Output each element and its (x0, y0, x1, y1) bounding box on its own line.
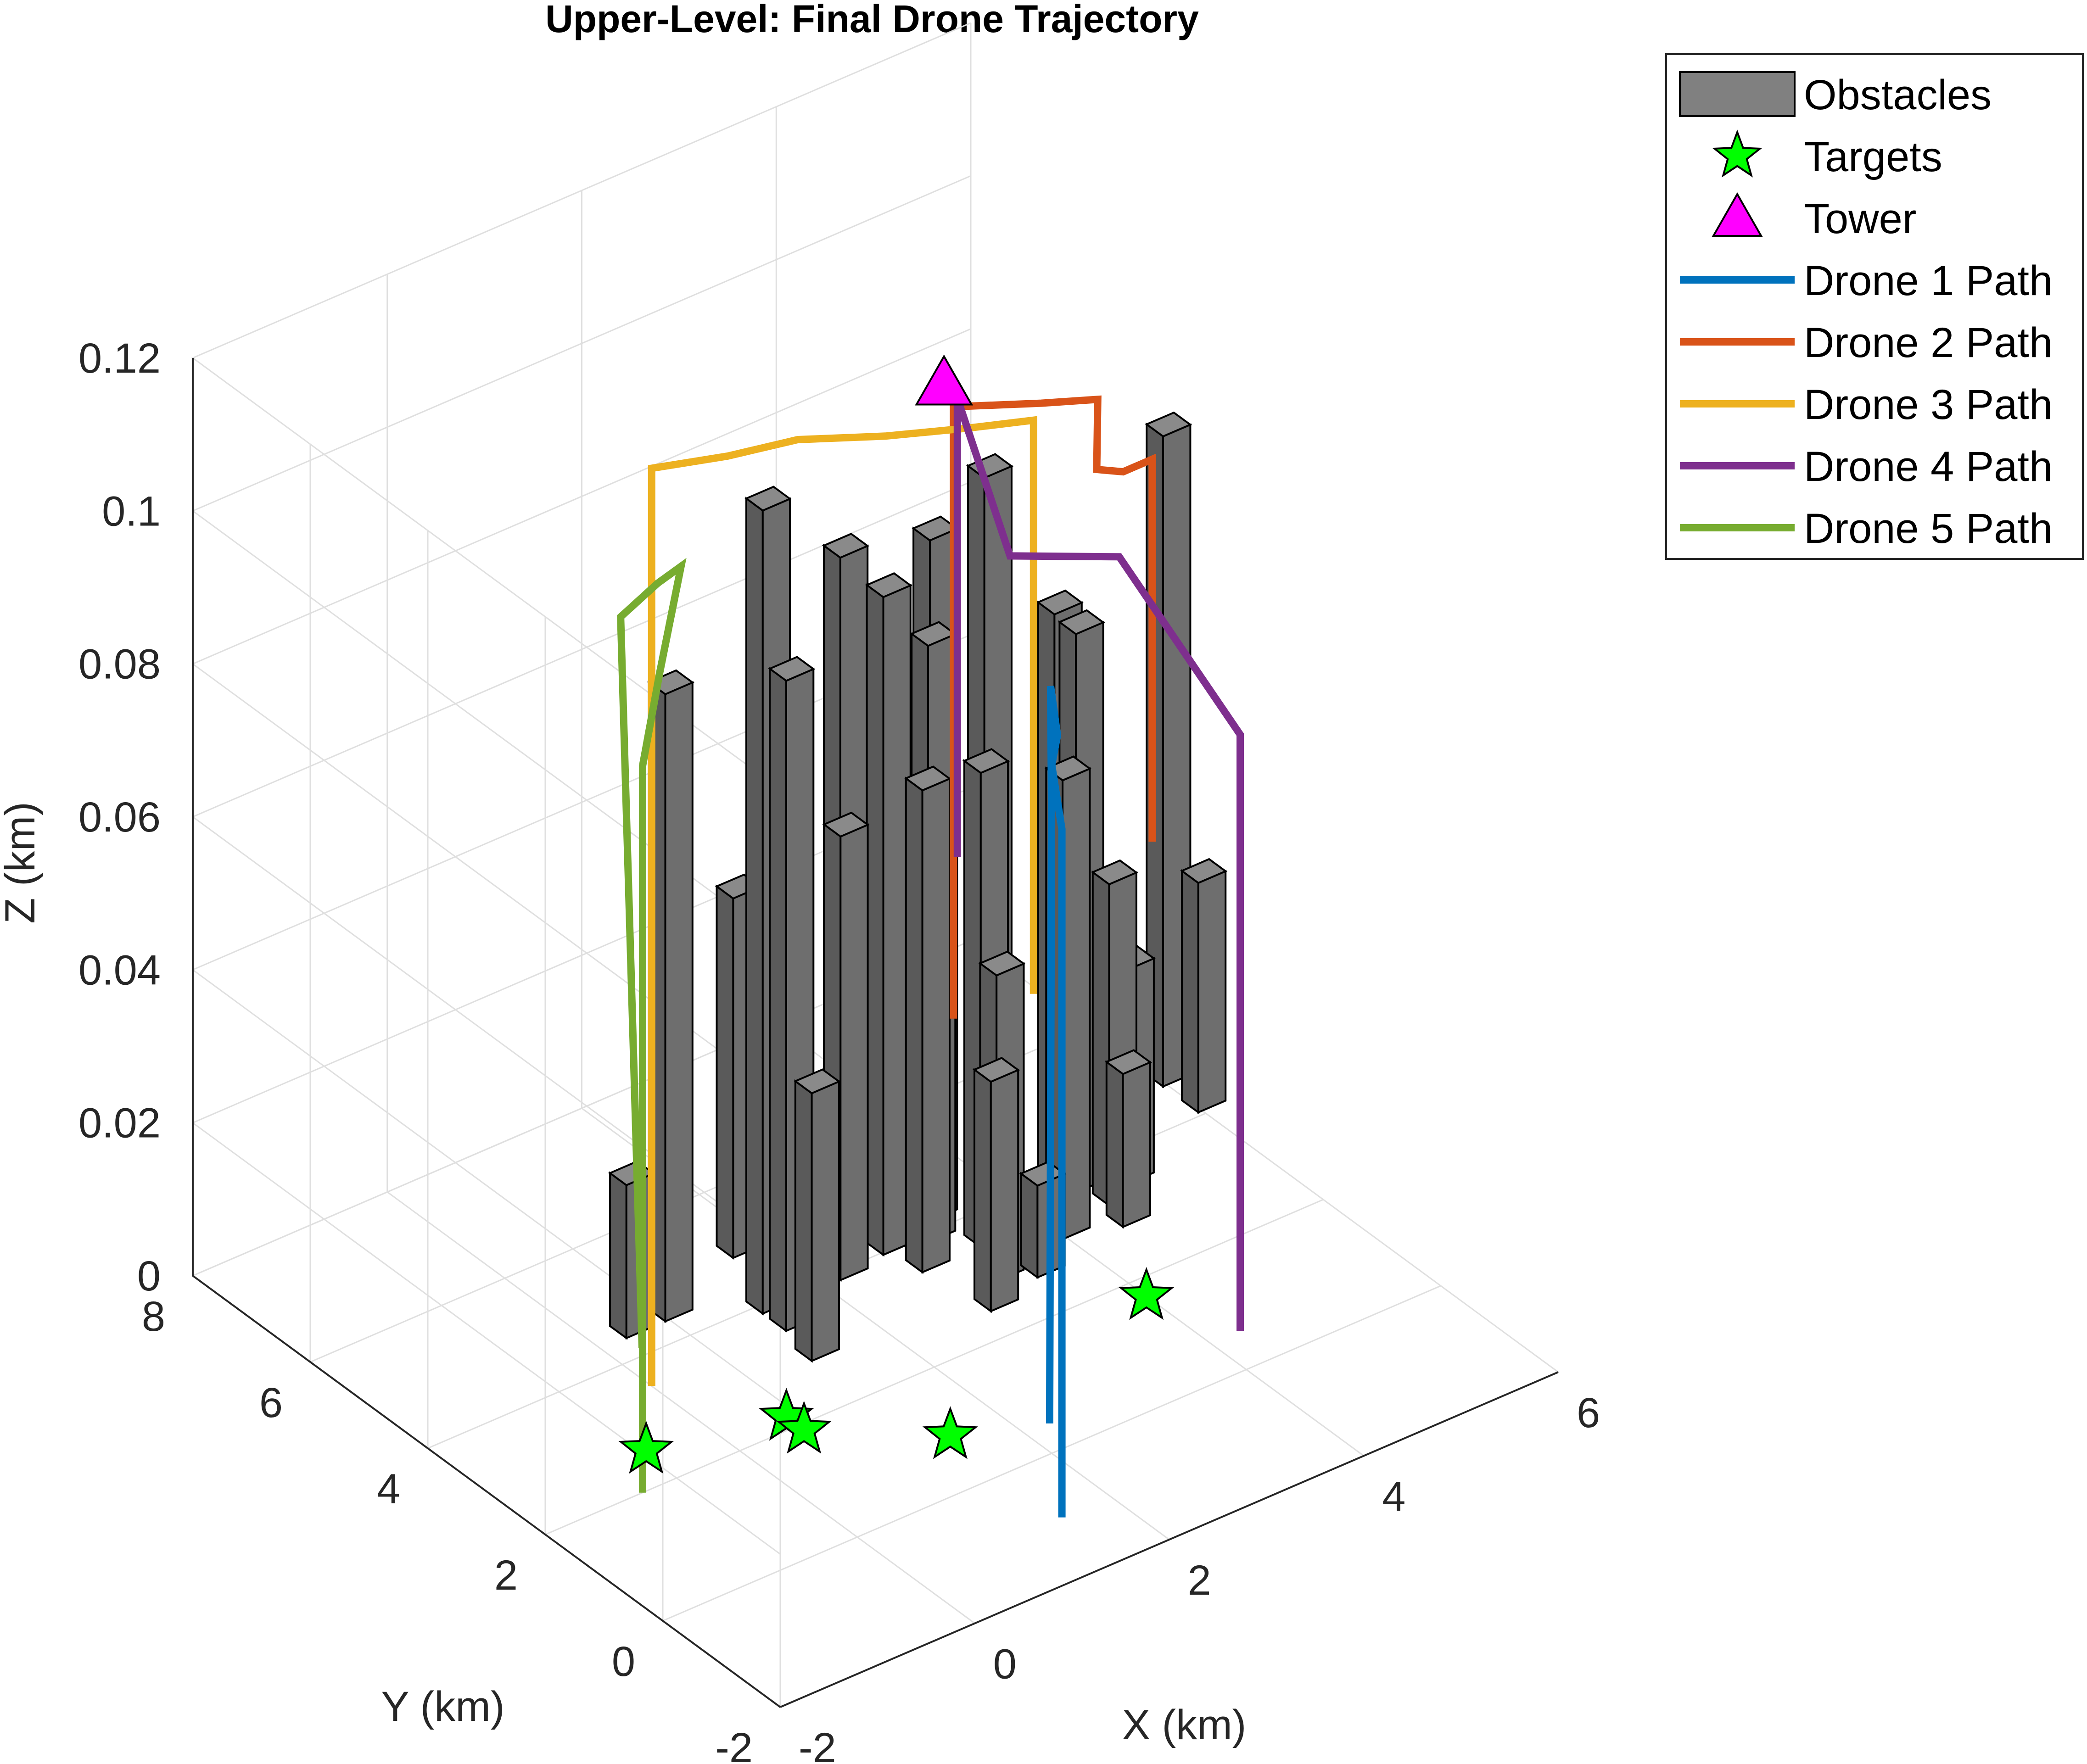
obstacle (865, 572, 912, 1257)
obstacle (904, 765, 952, 1274)
legend-label: Tower (1804, 195, 1916, 242)
obstacle-top (768, 656, 816, 682)
obstacle (973, 1057, 1020, 1313)
legend-label: Targets (1804, 134, 1942, 180)
obstacle (647, 669, 694, 1323)
obstacle-top (973, 1057, 1020, 1083)
target-star (618, 1421, 674, 1474)
obstacle (793, 1068, 841, 1363)
obstacle-side (716, 884, 734, 1260)
legend-label: Drone 1 Path (1804, 257, 2053, 304)
obstacle (1019, 1161, 1067, 1279)
y-axis-line (192, 1275, 781, 1708)
obstacle-top (904, 765, 952, 792)
y-tick-label: 0 (612, 1638, 635, 1685)
obstacle-top (1036, 589, 1084, 616)
drone-1-path (1046, 686, 1066, 1518)
x-tick-label: -2 (799, 1725, 836, 1764)
obstacle-side (974, 1068, 992, 1313)
obstacle-top (822, 533, 870, 559)
obstacle-side (794, 1079, 813, 1363)
target-star (922, 1406, 978, 1459)
markers-group (618, 354, 1175, 1474)
chart-title: Upper-Level: Final Drone Trajectory (545, 0, 1199, 40)
obstacle-top (1104, 1049, 1153, 1075)
obstacle-side (769, 667, 787, 1333)
legend-symbol-tower (1712, 192, 1763, 237)
x-tick-label: 6 (1577, 1390, 1600, 1436)
legend-label: Drone 2 Path (1804, 319, 2053, 366)
x-axis-label: X (km) (1122, 1702, 1247, 1748)
y-tick-label: -2 (715, 1725, 753, 1764)
obstacle (1104, 1049, 1153, 1229)
legend-label: Obstacles (1804, 72, 1992, 118)
drone-2-path (950, 395, 1156, 1019)
obstacle-side (866, 583, 884, 1257)
y-tick-label: 8 (142, 1293, 165, 1340)
target-star (1119, 1267, 1175, 1320)
drone-5-path (617, 558, 687, 1493)
obstacle-side (1105, 1060, 1124, 1229)
z-tick-label: 0.08 (78, 641, 161, 688)
obstacle-top (1145, 411, 1192, 438)
obstacle-top (865, 572, 912, 598)
obstacle-side (1020, 1172, 1039, 1279)
obstacle-top (1057, 609, 1105, 636)
obstacle-side (745, 497, 764, 1316)
z-tick-label: 0.04 (78, 947, 161, 994)
obstacle-side (609, 1171, 627, 1340)
obstacle-top (744, 486, 792, 512)
drone-3-path (648, 416, 1037, 1386)
obstacle-front (1062, 767, 1091, 1241)
obstacle-top (912, 515, 959, 541)
obstacle-side (905, 776, 923, 1274)
obstacle-side (1181, 869, 1199, 1114)
legend-label: Drone 5 Path (1804, 505, 2053, 552)
obstacle-top (822, 811, 870, 838)
legend-label: Drone 4 Path (1804, 443, 2053, 490)
obstacle (608, 1160, 656, 1340)
obstacle-top (978, 950, 1026, 977)
obstacle (1180, 858, 1228, 1114)
obstacle-top (910, 621, 957, 647)
obstacle-front (839, 823, 869, 1282)
x-tick-label: 4 (1382, 1474, 1405, 1520)
legend-symbol-targets (1712, 129, 1762, 178)
x-tick-label: 2 (1188, 1557, 1211, 1604)
z-tick-label: 0.1 (102, 488, 161, 535)
obstacle-front (664, 681, 694, 1323)
obstacle-top (1180, 858, 1228, 884)
tower-triangle (915, 354, 974, 406)
obstacle-front (811, 1080, 840, 1362)
target-star (776, 1401, 832, 1454)
obstacles-group (608, 411, 1228, 1363)
obstacle-front (990, 1068, 1019, 1313)
legend: Obstacles Targets Tower Drone 1 Path Drone 2… (1665, 53, 2084, 560)
z-tick-label: 0 (137, 1253, 161, 1300)
z-axis-label: Z (km) (0, 802, 44, 924)
obstacle-top (1091, 859, 1138, 886)
y-axis-label: Y (km) (381, 1683, 504, 1730)
axes-grid (191, 22, 1559, 1708)
z-tick-label: 0.12 (78, 335, 161, 382)
z-tick-label: 0.06 (78, 794, 161, 841)
z-tick-label: 0.02 (78, 1100, 161, 1147)
obstacle-front (921, 777, 951, 1274)
obstacle-top (793, 1068, 841, 1094)
y-tick-label: 4 (377, 1466, 400, 1513)
obstacle-front (1122, 1061, 1151, 1228)
obstacle-front (1197, 870, 1227, 1114)
x-axis-line (780, 1371, 1559, 1708)
obstacle-top (962, 748, 1010, 774)
legend-label: Drone 3 Path (1804, 381, 2053, 428)
x-tick-label: 0 (993, 1641, 1017, 1688)
y-tick-label: 2 (494, 1552, 518, 1599)
legend-symbol-obstacles (1679, 71, 1796, 117)
y-tick-label: 6 (259, 1379, 283, 1426)
